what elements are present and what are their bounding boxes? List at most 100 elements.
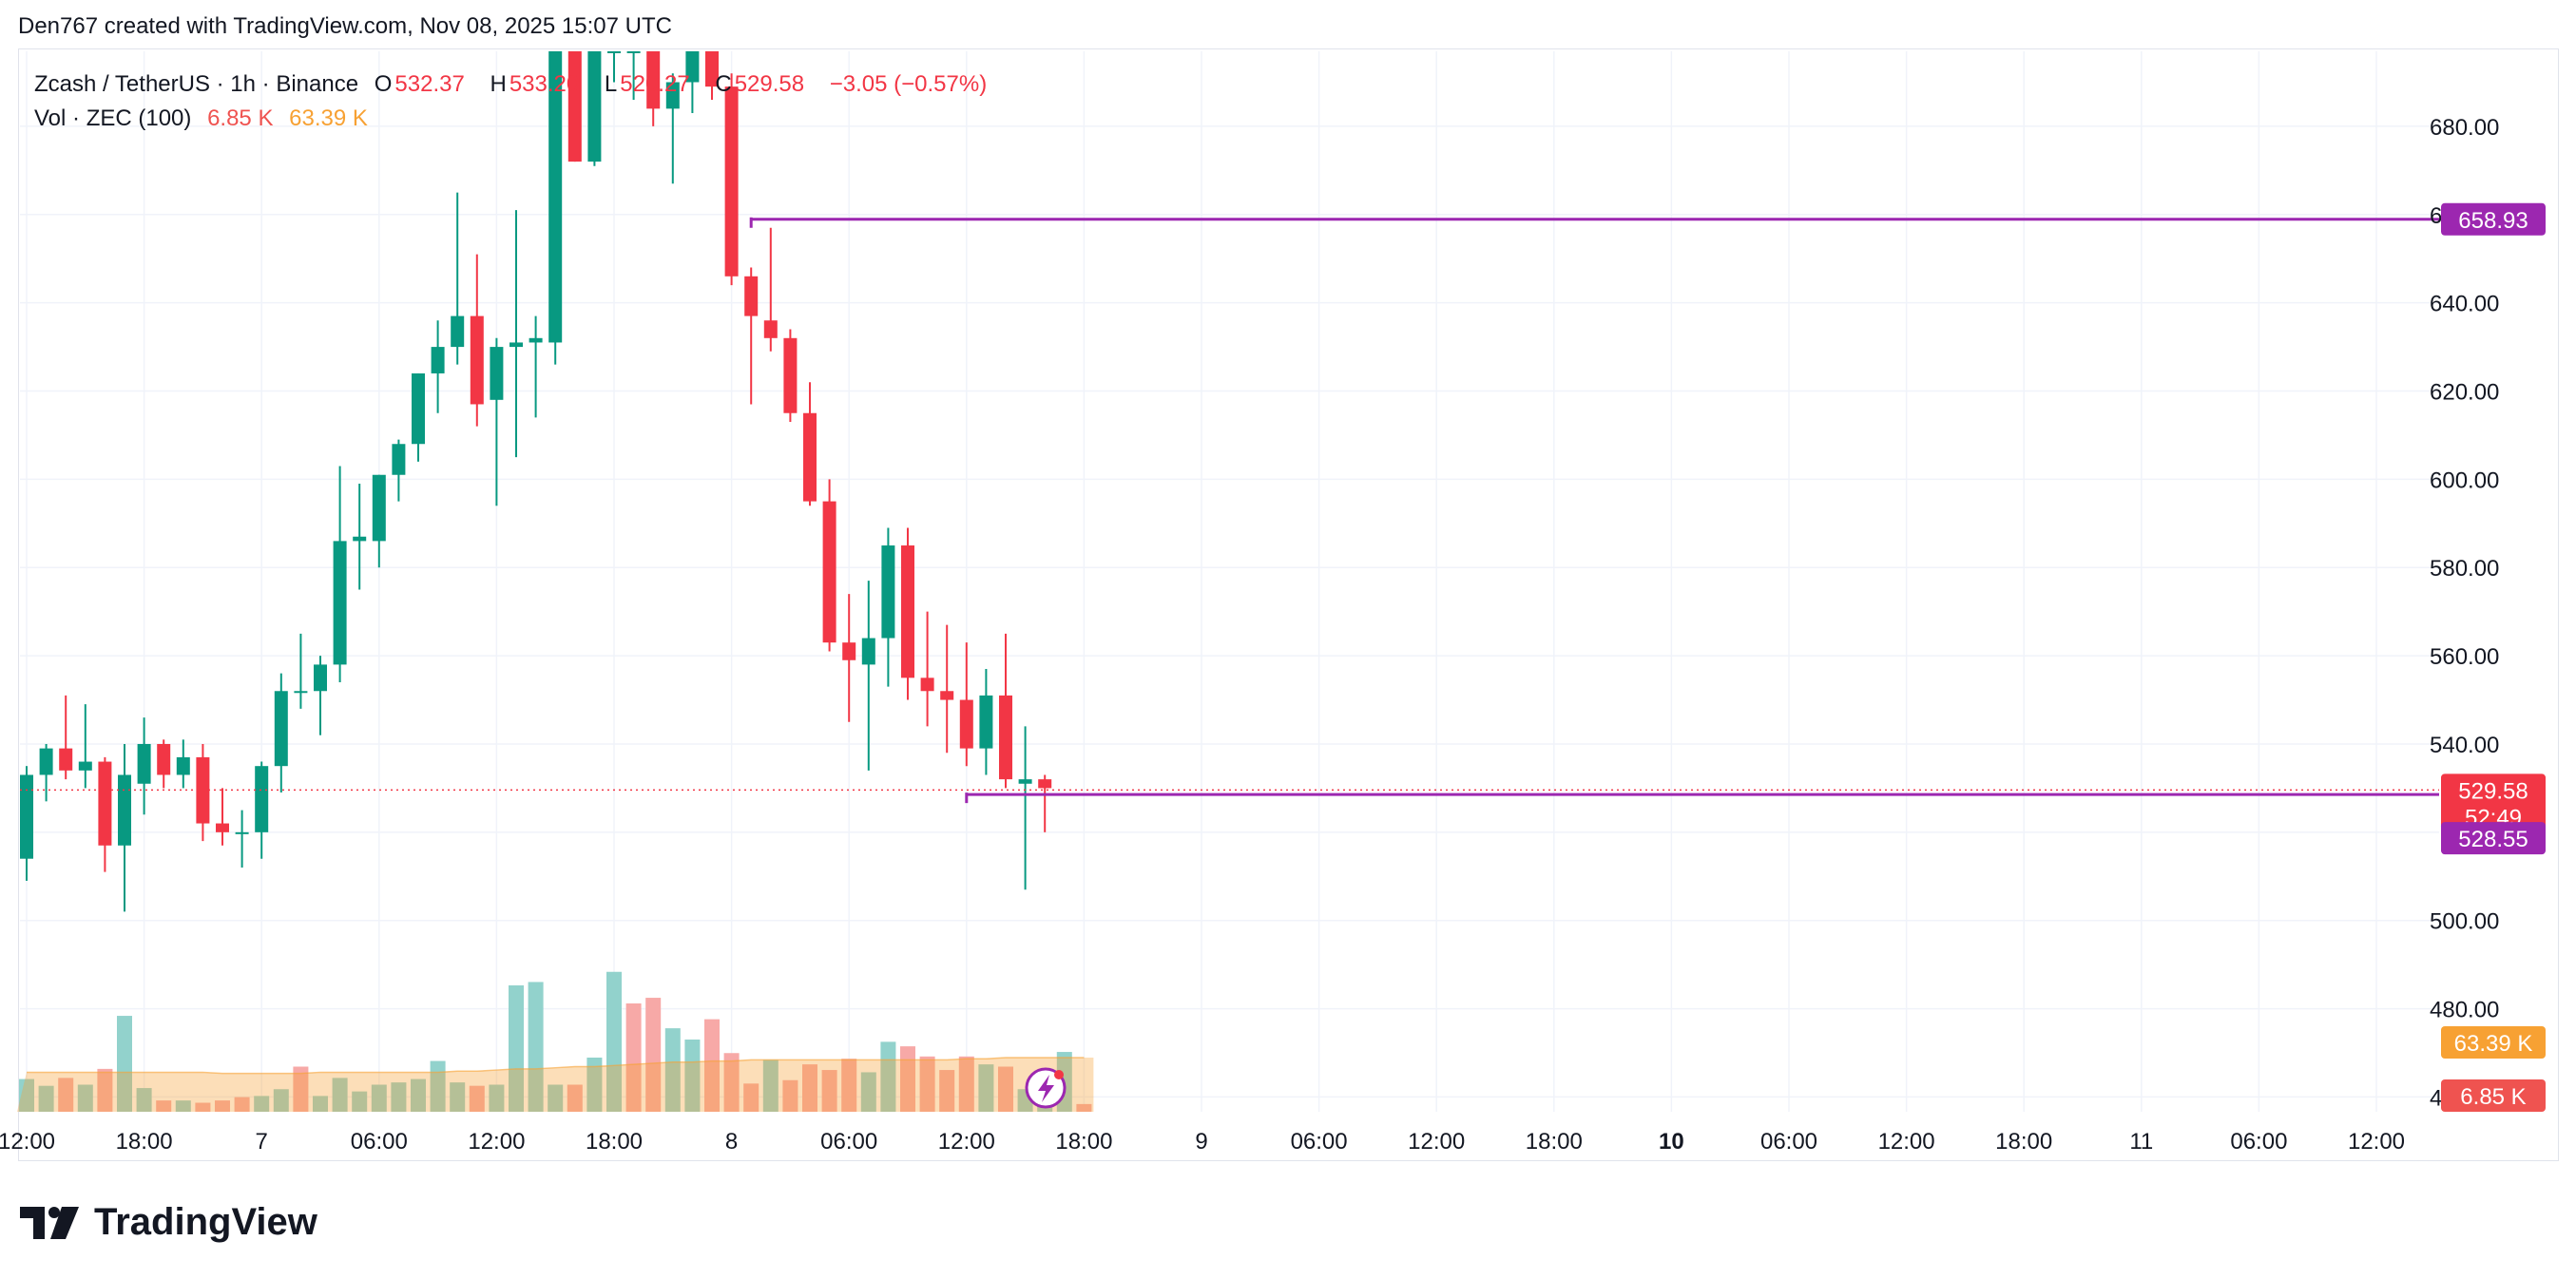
volume-indicator-name[interactable]: Vol · ZEC (100) [34,105,192,131]
volume-bar [411,1079,426,1112]
notification-dot-icon [1054,1070,1064,1079]
candle-body [372,474,386,542]
volume-bar [234,1097,250,1112]
candle-body [607,51,621,53]
volume-bar [450,1082,466,1112]
candle-body [392,444,406,475]
volume-bar [958,1056,974,1112]
candle-body [763,320,778,338]
time-tick-label: 11 [2129,1129,2153,1155]
volume-legend-row: Vol · ZEC (100) 6.85 K 63.39 K [34,102,996,136]
time-tick-label: 18:00 [116,1129,173,1155]
volume-bar [528,982,544,1112]
ohlc-open: O 532.37 [375,71,474,97]
volume-value: 6.85 K [207,105,274,131]
time-axis: 12:00 18:00 7 06:00 12:00 18:00 8 06:00 12:00 18:… [0,1129,2405,1155]
time-tick-label: 12:00 [0,1129,55,1155]
volume-bar [821,1070,837,1112]
volume-bar [860,1072,876,1112]
open-label: O [374,71,393,97]
chart-legend: Zcash / TetherUS · 1h · Binance O 532.37 … [34,67,996,136]
ohlc-close: C 529.58 [715,71,814,97]
time-tick-label: 9 [1195,1129,1207,1155]
high-value: 533.20 [509,71,580,97]
last-price-badge-text: 529.58 [2458,778,2528,804]
volume-bar [77,1084,93,1112]
candle-body [509,342,523,348]
volume-bar [273,1089,289,1112]
candle-body [724,86,739,277]
time-tick-label: 12:00 [1408,1129,1465,1155]
price-tick-label: 600.00 [2430,468,2499,493]
candle-body [567,51,582,162]
candle-body [665,82,680,109]
symbol-name[interactable]: Zcash / TetherUS · 1h · Binance [34,71,359,97]
volume-bar [195,1102,211,1112]
candle-body [59,748,73,771]
volume-bar [332,1078,348,1112]
volume-bar [664,1028,681,1112]
volume-ma-line [27,1057,1085,1075]
candle-body [235,831,249,834]
time-tick-label: 12:00 [938,1129,995,1155]
lightning-icon [1038,1075,1054,1102]
candle-body [353,536,367,542]
time-tick-label: 06:00 [2230,1129,2287,1155]
volume-bar [704,1019,720,1112]
time-tick-label: 18:00 [1526,1129,1583,1155]
low-value: 520.27 [620,71,690,97]
volume-ma-badge-bg [2441,1026,2546,1059]
candle-body [137,743,151,784]
chart-frame [18,48,2559,1161]
candle-body [901,545,914,678]
candle-body [842,642,856,660]
tradingview-logo-icon [20,1206,79,1239]
high-label: H [490,71,507,97]
tradingview-logo[interactable]: TradingView [20,1201,317,1244]
candle-body [705,51,719,87]
ohlc-low: L 520.27 [605,71,700,97]
low-label: L [604,71,618,97]
time-tick-label: 18:00 [586,1129,643,1155]
attribution-text: Den767 created with TradingView.com, Nov… [18,13,672,39]
volume-bar [743,1083,759,1112]
price-tick-label: 480.00 [2430,998,2499,1023]
price-tick-label: 540.00 [2430,733,2499,758]
candle-body [744,276,759,316]
candle-body [490,347,504,400]
candle-body [451,315,465,348]
volume-bar [1076,1103,1092,1112]
volume-bar [175,1100,191,1112]
time-tick-label: 06:00 [820,1129,877,1155]
time-tick-label: 10 [1659,1129,1684,1155]
candle-body [626,51,641,53]
candle-body [685,51,700,83]
replay-button[interactable] [1025,1067,1067,1109]
volume-bar [548,1084,564,1112]
candle-body [783,337,798,413]
volume-bar [156,1100,172,1112]
candle-body [20,774,33,859]
candle-body [881,545,895,639]
last-price-badge-bg [2441,773,2546,833]
volume-bar [489,1084,505,1112]
volume-bar [371,1084,387,1112]
volume-bar [391,1082,407,1112]
candle-body [822,501,836,643]
volume-bar [978,1064,994,1112]
volume-bar [684,1040,701,1112]
time-tick-label: 12:00 [1878,1129,1935,1155]
price-tick-label: 500.00 [2430,909,2499,935]
volume-ma-badge-text: 63.39 K [2454,1031,2533,1057]
line-price-badge-bg [2441,822,2546,855]
candle-body [431,347,445,373]
volume-bar [509,985,524,1112]
candle-body [861,638,875,665]
candle-body [1018,779,1032,784]
volume-bar [254,1096,270,1112]
candle-body [314,664,327,692]
time-tick-label: 06:00 [351,1129,408,1155]
candle-body [274,691,288,767]
volume-badge-bg [2441,1079,2546,1112]
